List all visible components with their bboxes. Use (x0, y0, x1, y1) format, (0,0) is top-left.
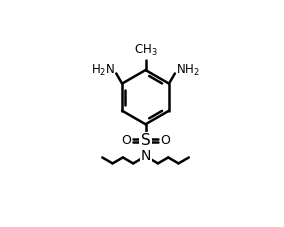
Text: H$_2$N: H$_2$N (91, 63, 115, 78)
Text: CH$_3$: CH$_3$ (134, 43, 157, 58)
Text: NH$_2$: NH$_2$ (176, 63, 200, 78)
Text: N: N (140, 149, 151, 163)
Text: O: O (121, 134, 131, 147)
Text: S: S (141, 133, 151, 148)
Text: O: O (160, 134, 170, 147)
